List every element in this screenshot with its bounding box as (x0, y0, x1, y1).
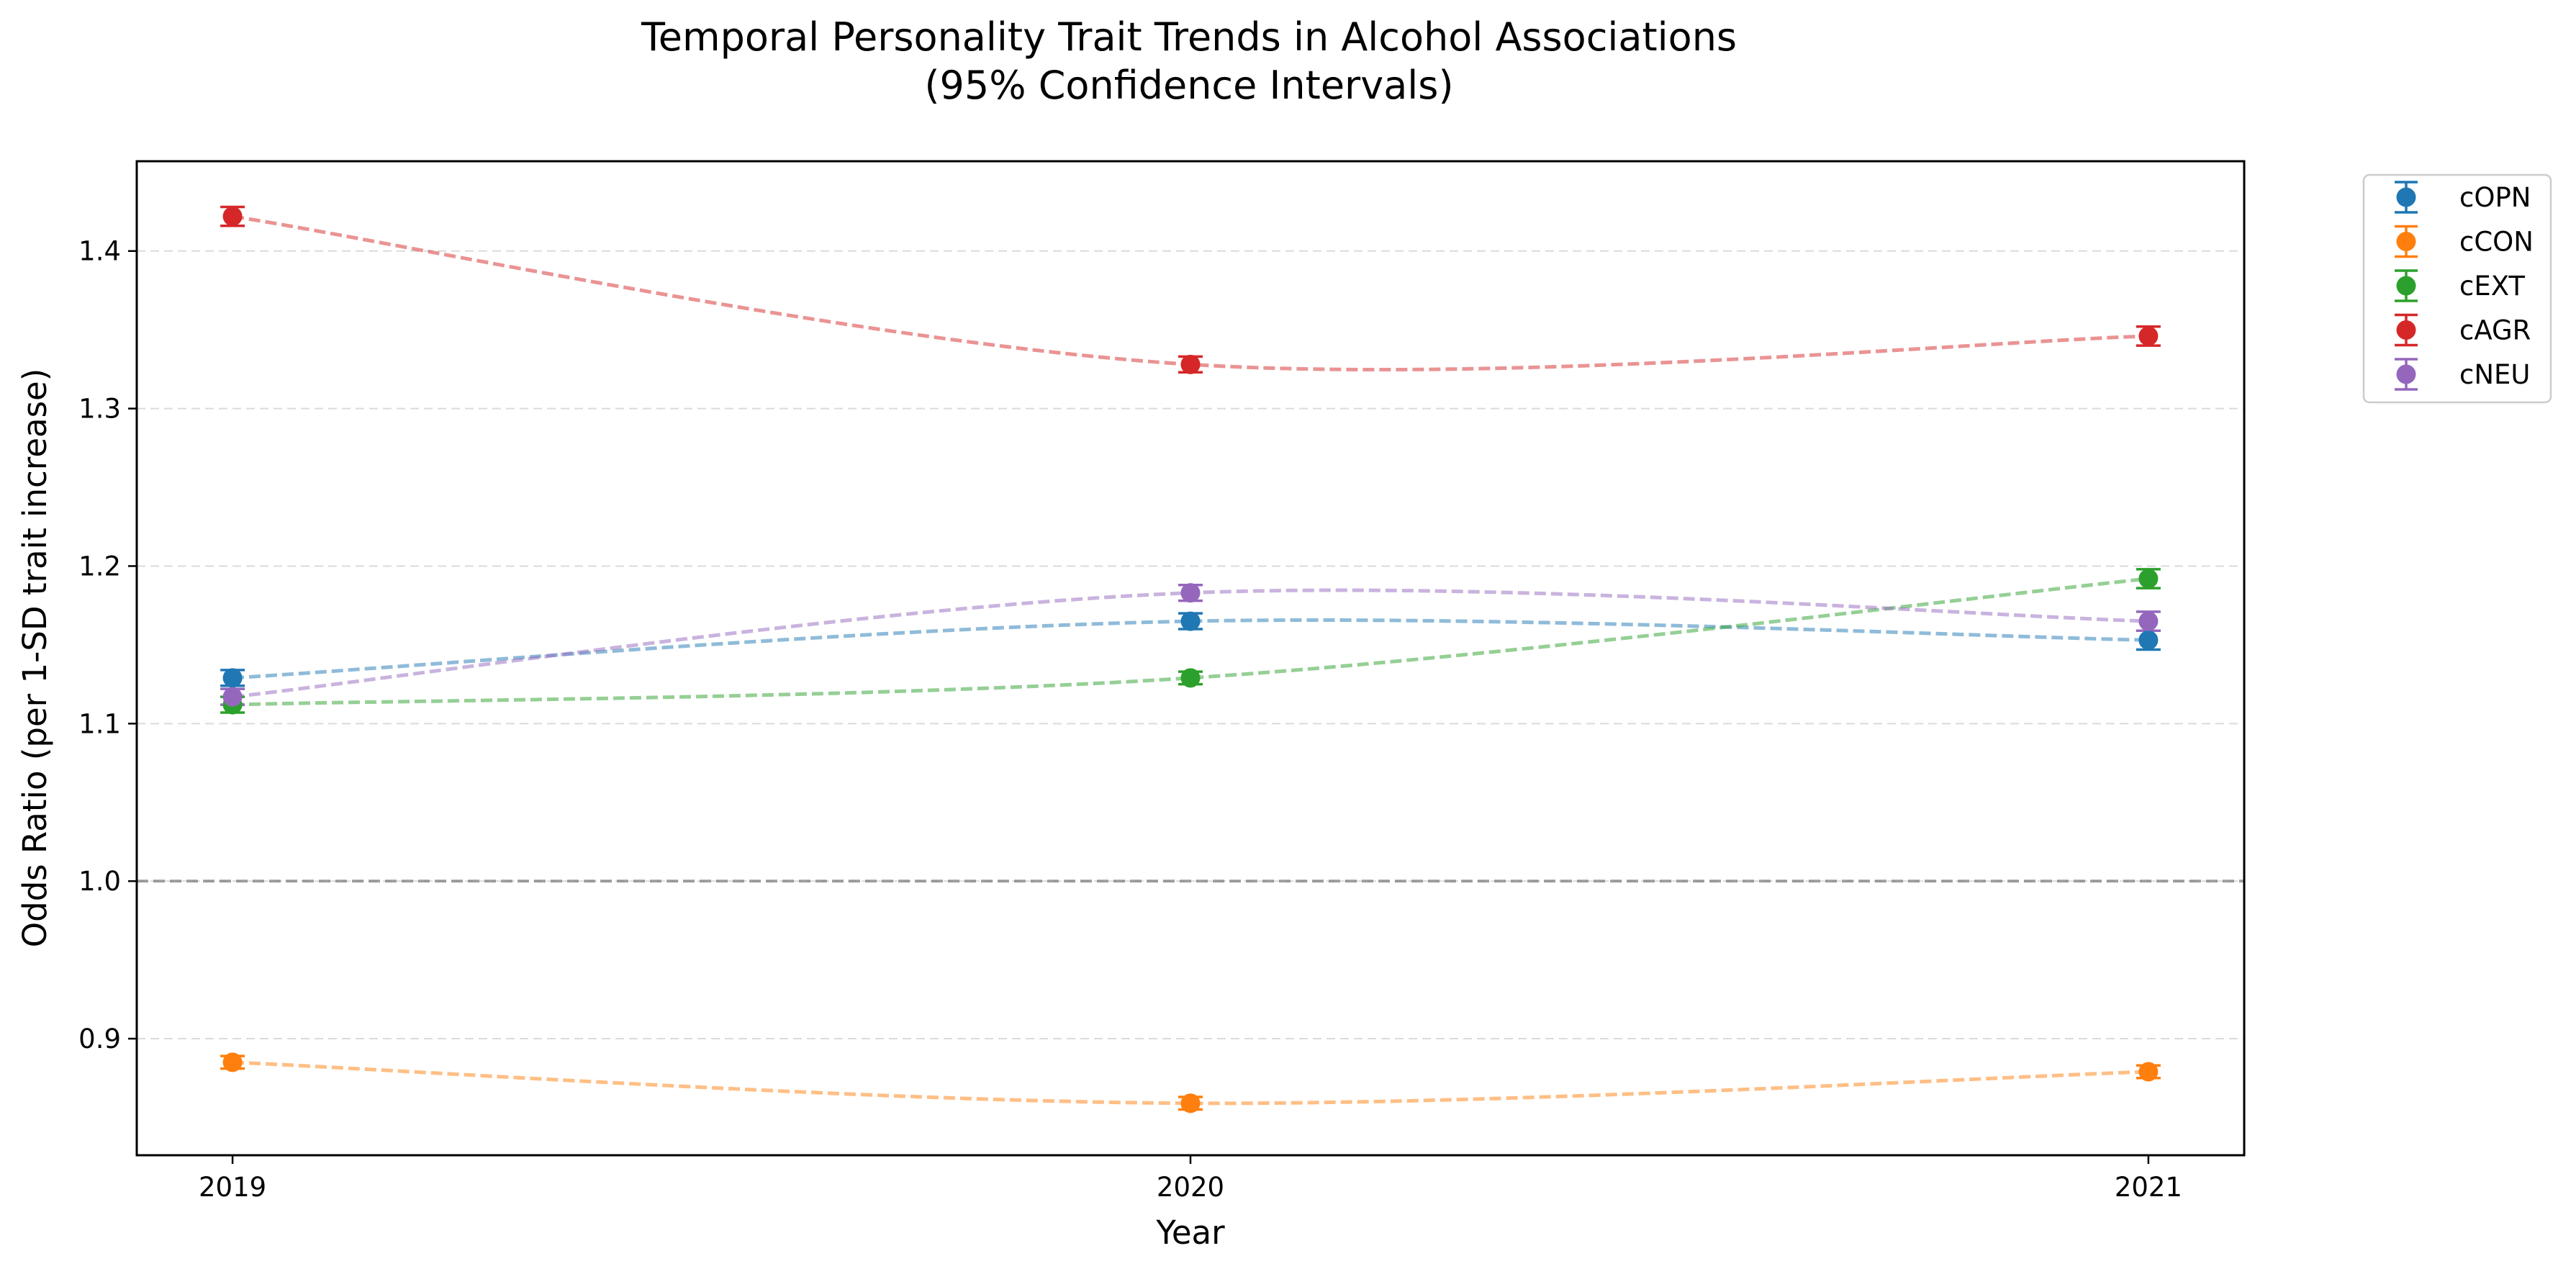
legend-label-cneu: cNEU (2459, 359, 2530, 390)
data-point-cneu (2138, 611, 2159, 631)
data-point-copn (2138, 630, 2159, 650)
y-tick-label: 1.4 (78, 236, 121, 267)
y-axis-ticks: 0.9 1.0 1.1 1.2 1.3 1.4 (78, 236, 137, 1054)
y-axis-label: Odds Ratio (per 1-SD trait increase) (16, 369, 54, 948)
data-point-cext (1180, 668, 1201, 688)
legend-label-cagr: cAGR (2459, 315, 2531, 346)
chart-subtitle: (95% Confidence Intervals) (924, 63, 1453, 108)
y-tick-label: 1.2 (78, 551, 121, 582)
data-point-cagr (222, 207, 243, 227)
legend: cOPN cCON cEXT cAGR cNEU (2362, 173, 2552, 404)
data-point-ccon (2138, 1062, 2159, 1082)
series-line-cext (232, 577, 2149, 707)
data-points (222, 207, 2159, 1113)
data-point-cagr (2138, 326, 2159, 346)
series-line-ccon (232, 1060, 2148, 1106)
error-bars (220, 205, 2161, 1111)
legend-marker-cagr (2396, 320, 2416, 340)
data-point-cext (2138, 569, 2159, 589)
data-point-cneu (222, 687, 243, 707)
series-line-copn (232, 618, 2148, 680)
y-tick-label: 1.1 (78, 708, 121, 739)
legend-label-copn: cOPN (2459, 182, 2531, 213)
x-tick-label: 2020 (1157, 1172, 1224, 1203)
legend-marker-copn (2396, 187, 2416, 207)
data-point-ccon (1180, 1093, 1201, 1113)
chart-title: Temporal Personality Trait Trends in Alc… (641, 14, 1737, 60)
data-point-copn (1180, 611, 1201, 631)
y-tick-label: 1.3 (78, 394, 121, 425)
series-line-cagr (232, 214, 2148, 372)
data-point-copn (222, 668, 243, 688)
x-axis-ticks: 2019 2020 2021 (199, 1155, 2182, 1203)
x-axis-label: Year (1155, 1214, 1225, 1252)
x-tick-label: 2019 (199, 1172, 266, 1203)
data-point-ccon (222, 1052, 243, 1072)
plot-frame (135, 160, 2246, 1157)
data-point-cneu (1180, 583, 1201, 603)
y-tick-label: 1.0 (78, 866, 121, 897)
y-tick-label: 0.9 (78, 1024, 121, 1054)
legend-marker-cneu (2396, 364, 2416, 384)
x-tick-label: 2021 (2115, 1172, 2182, 1203)
data-point-cagr (1180, 354, 1201, 374)
legend-marker-cext (2396, 276, 2416, 296)
legend-label-cext: cEXT (2459, 271, 2525, 302)
legend-marker-ccon (2396, 232, 2416, 251)
series-lines (232, 214, 2149, 1106)
legend-label-ccon: cCON (2459, 227, 2534, 258)
